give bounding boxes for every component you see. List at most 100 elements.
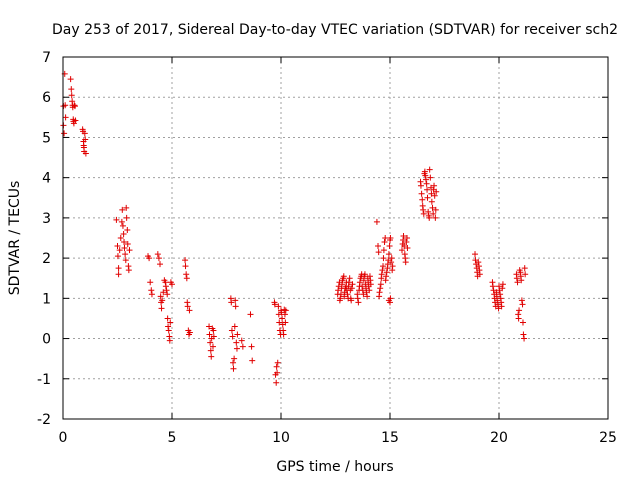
data-point xyxy=(124,241,131,248)
data-point xyxy=(148,287,155,294)
data-point xyxy=(71,102,78,109)
x-tick-label: 15 xyxy=(381,430,399,446)
data-point xyxy=(432,206,439,213)
data-point xyxy=(121,245,128,252)
data-point xyxy=(519,301,526,308)
data-point xyxy=(61,130,68,137)
data-point xyxy=(113,216,120,223)
data-point xyxy=(230,359,237,366)
y-tick-label: 0 xyxy=(42,332,51,348)
data-point xyxy=(521,335,528,342)
data-point xyxy=(166,337,173,344)
data-point xyxy=(429,204,436,211)
data-point xyxy=(387,295,394,302)
y-axis-label: SDTVAR / TECUs xyxy=(7,181,23,296)
data-point xyxy=(147,279,154,286)
data-point xyxy=(428,190,435,197)
data-point xyxy=(207,339,214,346)
data-point xyxy=(117,235,124,241)
data-point xyxy=(115,265,122,272)
data-point xyxy=(359,283,366,290)
data-point xyxy=(344,291,351,298)
data-point xyxy=(373,218,380,225)
data-point xyxy=(389,263,396,270)
data-point xyxy=(124,226,131,233)
data-point xyxy=(346,279,353,286)
data-point xyxy=(123,204,130,211)
plot-frame xyxy=(62,56,609,420)
data-point xyxy=(229,333,236,340)
data-point xyxy=(427,174,434,181)
data-point xyxy=(376,289,383,296)
data-point xyxy=(388,259,395,266)
data-point xyxy=(418,190,425,197)
data-point xyxy=(380,247,387,254)
data-point xyxy=(346,275,353,282)
data-point xyxy=(420,206,427,213)
data-point xyxy=(404,235,411,241)
data-point xyxy=(359,287,366,294)
data-point xyxy=(210,333,217,340)
data-point xyxy=(164,315,171,322)
data-point xyxy=(158,305,165,312)
data-point xyxy=(125,267,132,274)
data-point xyxy=(114,253,121,260)
data-point xyxy=(379,267,386,274)
data-point xyxy=(364,293,371,300)
data-point xyxy=(120,230,127,237)
data-point xyxy=(499,281,506,288)
data-point xyxy=(366,287,373,294)
data-point xyxy=(383,273,390,280)
data-point xyxy=(155,255,162,262)
data-point xyxy=(431,192,438,199)
data-point xyxy=(206,331,213,338)
data-point xyxy=(72,117,79,124)
data-point xyxy=(167,319,174,326)
data-point xyxy=(337,295,344,302)
data-point xyxy=(273,363,280,370)
data-point xyxy=(518,297,525,304)
data-point xyxy=(282,319,289,326)
data-point xyxy=(68,92,75,99)
data-point xyxy=(162,283,169,290)
data-point xyxy=(234,331,241,338)
data-point xyxy=(419,196,426,203)
data-point xyxy=(126,247,133,254)
data-point xyxy=(233,345,240,352)
data-point xyxy=(521,265,528,272)
y-tick-label: 5 xyxy=(42,130,51,146)
data-point xyxy=(340,273,347,280)
data-point xyxy=(183,271,190,278)
data-point xyxy=(522,271,529,278)
data-point xyxy=(275,303,282,310)
data-point xyxy=(163,287,170,294)
data-point xyxy=(356,279,363,286)
data-point xyxy=(499,285,506,292)
data-point xyxy=(279,315,286,322)
data-point xyxy=(519,319,526,326)
data-point xyxy=(422,172,429,179)
data-point xyxy=(420,210,427,217)
data-point xyxy=(375,243,382,250)
data-point xyxy=(426,166,433,173)
data-point xyxy=(280,331,287,338)
data-point xyxy=(337,291,344,298)
data-point xyxy=(119,206,126,213)
data-point xyxy=(182,257,189,264)
data-point xyxy=(520,331,527,338)
data-point xyxy=(148,291,155,298)
y-tick-label: 4 xyxy=(42,171,51,187)
data-point xyxy=(398,247,405,254)
data-point xyxy=(208,353,215,360)
data-point xyxy=(281,306,288,313)
data-point xyxy=(424,194,431,201)
data-point xyxy=(383,269,390,276)
data-point xyxy=(424,186,431,193)
data-point xyxy=(122,257,129,264)
y-tick-label: 2 xyxy=(42,251,51,267)
y-tick-label: 1 xyxy=(42,291,51,307)
data-point xyxy=(515,315,522,322)
data-point xyxy=(494,301,501,308)
data-point xyxy=(119,222,126,229)
data-point xyxy=(248,343,255,350)
